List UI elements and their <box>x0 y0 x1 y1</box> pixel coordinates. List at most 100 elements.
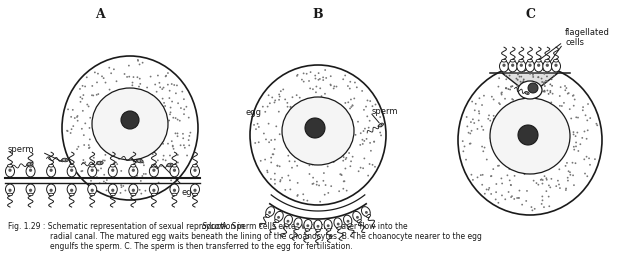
Circle shape <box>84 122 86 124</box>
Circle shape <box>169 155 171 156</box>
Circle shape <box>129 133 130 134</box>
Circle shape <box>337 135 339 137</box>
Circle shape <box>157 166 158 168</box>
Circle shape <box>469 143 470 145</box>
Circle shape <box>290 116 291 118</box>
Circle shape <box>105 182 107 184</box>
Circle shape <box>122 138 123 140</box>
Circle shape <box>519 154 520 155</box>
Circle shape <box>510 142 512 144</box>
Circle shape <box>275 99 276 101</box>
Circle shape <box>359 167 361 169</box>
Circle shape <box>582 106 584 108</box>
Circle shape <box>467 132 469 134</box>
Circle shape <box>296 165 298 167</box>
Circle shape <box>544 117 546 119</box>
Circle shape <box>296 128 298 130</box>
Circle shape <box>369 142 371 144</box>
Circle shape <box>547 124 548 125</box>
Circle shape <box>260 160 261 162</box>
Circle shape <box>341 115 343 116</box>
Ellipse shape <box>250 65 386 205</box>
Circle shape <box>315 128 317 130</box>
Circle shape <box>152 94 154 96</box>
Circle shape <box>347 115 349 117</box>
Circle shape <box>131 124 133 126</box>
Circle shape <box>533 141 534 142</box>
Circle shape <box>550 102 552 103</box>
Text: sperm: sperm <box>372 107 399 116</box>
Circle shape <box>300 157 302 159</box>
Circle shape <box>92 122 94 124</box>
Circle shape <box>283 121 285 123</box>
Circle shape <box>509 179 510 181</box>
Circle shape <box>329 133 331 135</box>
Circle shape <box>512 85 514 87</box>
Circle shape <box>145 151 147 153</box>
Circle shape <box>558 184 560 185</box>
Circle shape <box>546 64 549 67</box>
Circle shape <box>130 133 132 135</box>
Ellipse shape <box>67 184 76 195</box>
Circle shape <box>542 154 544 156</box>
Circle shape <box>319 78 321 80</box>
Circle shape <box>81 98 83 99</box>
Circle shape <box>177 154 178 156</box>
Circle shape <box>318 72 319 74</box>
Circle shape <box>288 155 289 156</box>
Circle shape <box>92 130 94 132</box>
Circle shape <box>379 116 381 118</box>
Circle shape <box>280 90 281 92</box>
Circle shape <box>321 95 323 97</box>
Circle shape <box>308 118 310 120</box>
Circle shape <box>548 205 550 207</box>
Circle shape <box>540 179 542 181</box>
Circle shape <box>298 150 300 152</box>
Circle shape <box>118 143 120 145</box>
Circle shape <box>535 69 537 71</box>
Circle shape <box>298 135 300 137</box>
Circle shape <box>466 116 467 118</box>
Circle shape <box>318 114 320 116</box>
Ellipse shape <box>49 164 54 167</box>
Circle shape <box>313 106 315 108</box>
Circle shape <box>490 175 492 177</box>
Circle shape <box>109 89 110 90</box>
Ellipse shape <box>458 65 602 215</box>
Circle shape <box>515 138 516 139</box>
Circle shape <box>139 153 140 154</box>
Circle shape <box>313 182 314 184</box>
Circle shape <box>295 112 296 113</box>
Circle shape <box>123 110 125 112</box>
Circle shape <box>548 143 550 145</box>
Circle shape <box>119 112 120 113</box>
Circle shape <box>135 97 137 99</box>
Circle shape <box>306 156 307 157</box>
Circle shape <box>145 123 146 124</box>
Circle shape <box>309 173 310 175</box>
Circle shape <box>595 123 597 125</box>
Circle shape <box>544 82 545 84</box>
Circle shape <box>143 173 145 175</box>
Circle shape <box>80 101 81 103</box>
Circle shape <box>538 167 539 169</box>
Circle shape <box>308 164 310 166</box>
Circle shape <box>330 84 332 86</box>
Circle shape <box>532 76 534 78</box>
Circle shape <box>362 143 364 145</box>
Circle shape <box>363 140 365 142</box>
Circle shape <box>294 114 295 116</box>
Circle shape <box>545 160 547 162</box>
Circle shape <box>317 145 319 147</box>
Ellipse shape <box>527 59 532 62</box>
Circle shape <box>361 90 363 92</box>
Circle shape <box>324 93 326 95</box>
Circle shape <box>306 200 308 201</box>
Circle shape <box>517 197 519 199</box>
Circle shape <box>285 122 287 124</box>
Circle shape <box>103 77 105 79</box>
Circle shape <box>152 153 154 155</box>
Circle shape <box>120 102 122 103</box>
Circle shape <box>117 101 118 102</box>
Circle shape <box>577 132 578 133</box>
